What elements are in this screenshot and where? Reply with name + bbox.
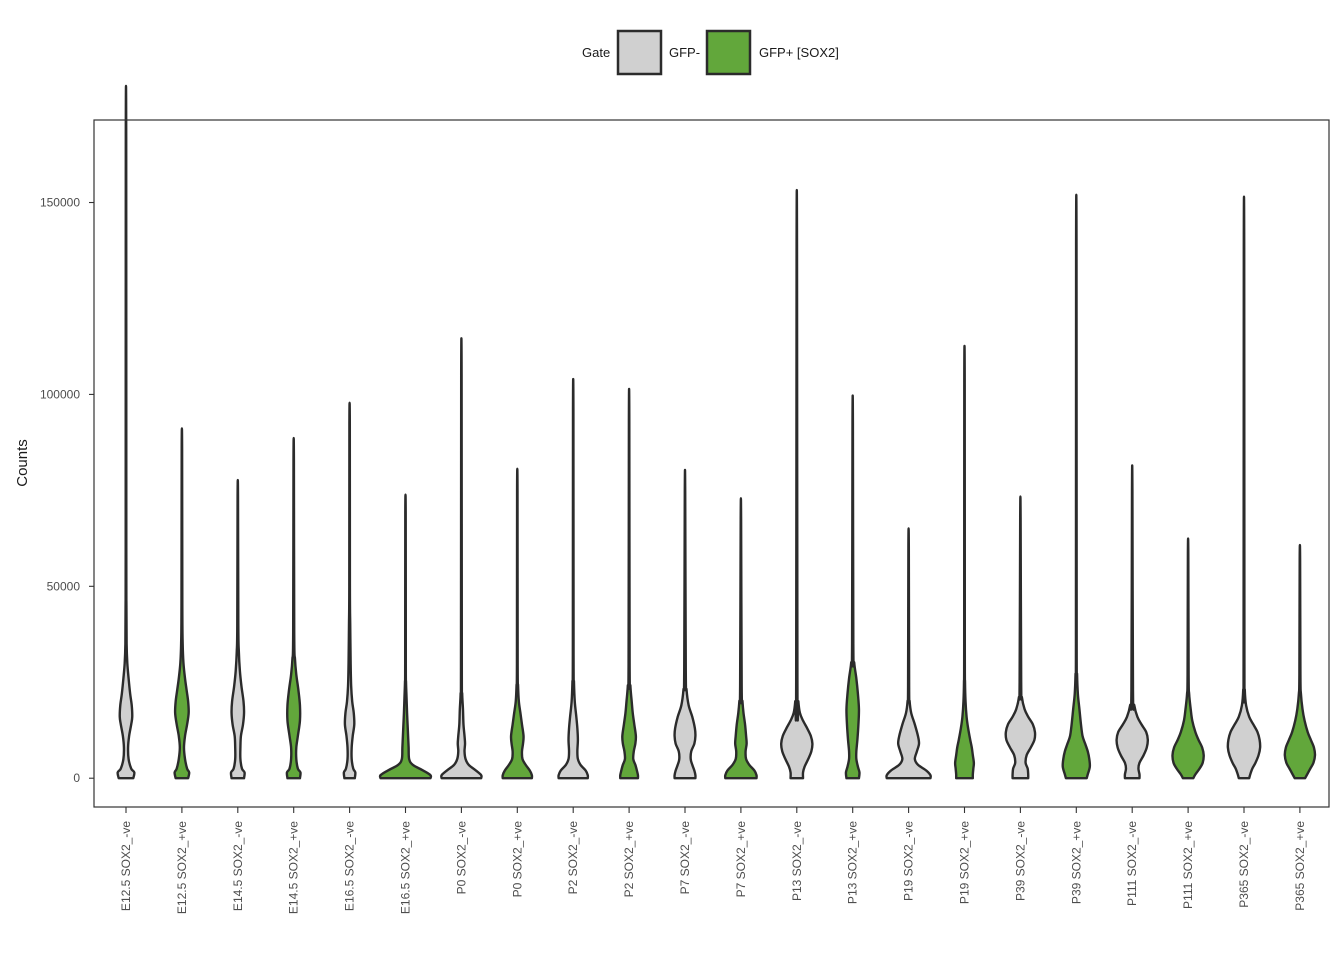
violin-11 (673, 468, 697, 780)
violin-5 (342, 401, 357, 780)
violin-18 (1061, 193, 1092, 780)
x-tick-label: P365 SOX2_-ve (1237, 821, 1251, 908)
violin-19 (1115, 464, 1150, 780)
violin-8 (501, 467, 534, 780)
violin-9 (557, 377, 590, 780)
legend-key-gfp-neg (616, 29, 663, 76)
x-tick-label: P7 SOX2_-ve (678, 821, 692, 895)
legend-label-gfp-neg: GFP- (669, 45, 700, 60)
y-tick-label: 150000 (40, 196, 80, 210)
legend-title: Gate (582, 45, 610, 60)
x-tick-label: P13 SOX2_+ve (846, 821, 860, 904)
x-tick-label: P2 SOX2_-ve (566, 821, 580, 895)
violin-17 (1004, 495, 1037, 780)
violin-12 (723, 497, 758, 780)
x-tick-label: E14.5 SOX2_-ve (231, 821, 245, 911)
y-tick-label: 0 (73, 771, 80, 785)
violin-16 (953, 344, 976, 780)
x-tick-label: P13 SOX2_-ve (790, 821, 804, 901)
plot-panel (93, 119, 1330, 808)
x-tick-label: E16.5 SOX2_+ve (399, 821, 413, 914)
x-tick-label: P111 SOX2_-ve (1125, 821, 1139, 906)
violin-2 (173, 427, 191, 780)
x-tick-label: P19 SOX2_+ve (958, 821, 972, 904)
violins (116, 84, 1317, 780)
x-tick-label: E12.5 SOX2_-ve (119, 821, 133, 911)
legend: Gate GFP- GFP+ [SOX2] (582, 29, 839, 76)
x-tick-label: P39 SOX2_+ve (1069, 821, 1083, 904)
violin-20 (1171, 537, 1205, 780)
violin-6 (378, 493, 433, 780)
x-tick-label: P365 SOX2_+ve (1293, 821, 1307, 911)
x-tick-label: E12.5 SOX2_+ve (175, 821, 189, 914)
x-tick-label: P2 SOX2_+ve (622, 821, 636, 898)
violin-22 (1283, 543, 1317, 780)
violin-14 (844, 394, 861, 780)
x-tick-label: P0 SOX2_+ve (510, 821, 524, 898)
x-tick-label: E16.5 SOX2_-ve (343, 821, 357, 911)
violin-13 (779, 189, 814, 780)
y-tick-label: 100000 (40, 387, 80, 401)
violin-1 (116, 84, 136, 780)
y-tick-label: 50000 (47, 579, 81, 593)
violin-15 (885, 527, 932, 780)
x-tick-label: P111 SOX2_+ve (1181, 821, 1195, 909)
x-tick-label: E14.5 SOX2_+ve (287, 821, 301, 914)
violin-3 (229, 478, 246, 780)
x-tick-label: P39 SOX2_-ve (1013, 821, 1027, 901)
legend-key-gfp-pos (705, 29, 752, 76)
violin-10 (618, 387, 640, 780)
violin-4 (285, 436, 302, 780)
x-tick-label: P0 SOX2_-ve (454, 821, 468, 895)
y-axis-label: Counts (14, 439, 31, 487)
violin-7 (440, 337, 483, 780)
legend-label-gfp-pos: GFP+ [SOX2] (759, 45, 839, 60)
x-axis: E12.5 SOX2_-ve E12.5 SOX2_+ve E14.5 SOX2_-… (119, 807, 1307, 914)
y-axis: 0 50000 100000 150000 (40, 196, 94, 785)
x-tick-label: P19 SOX2_-ve (902, 821, 916, 901)
x-tick-label: P7 SOX2_+ve (734, 821, 748, 898)
violin-21 (1226, 195, 1262, 780)
